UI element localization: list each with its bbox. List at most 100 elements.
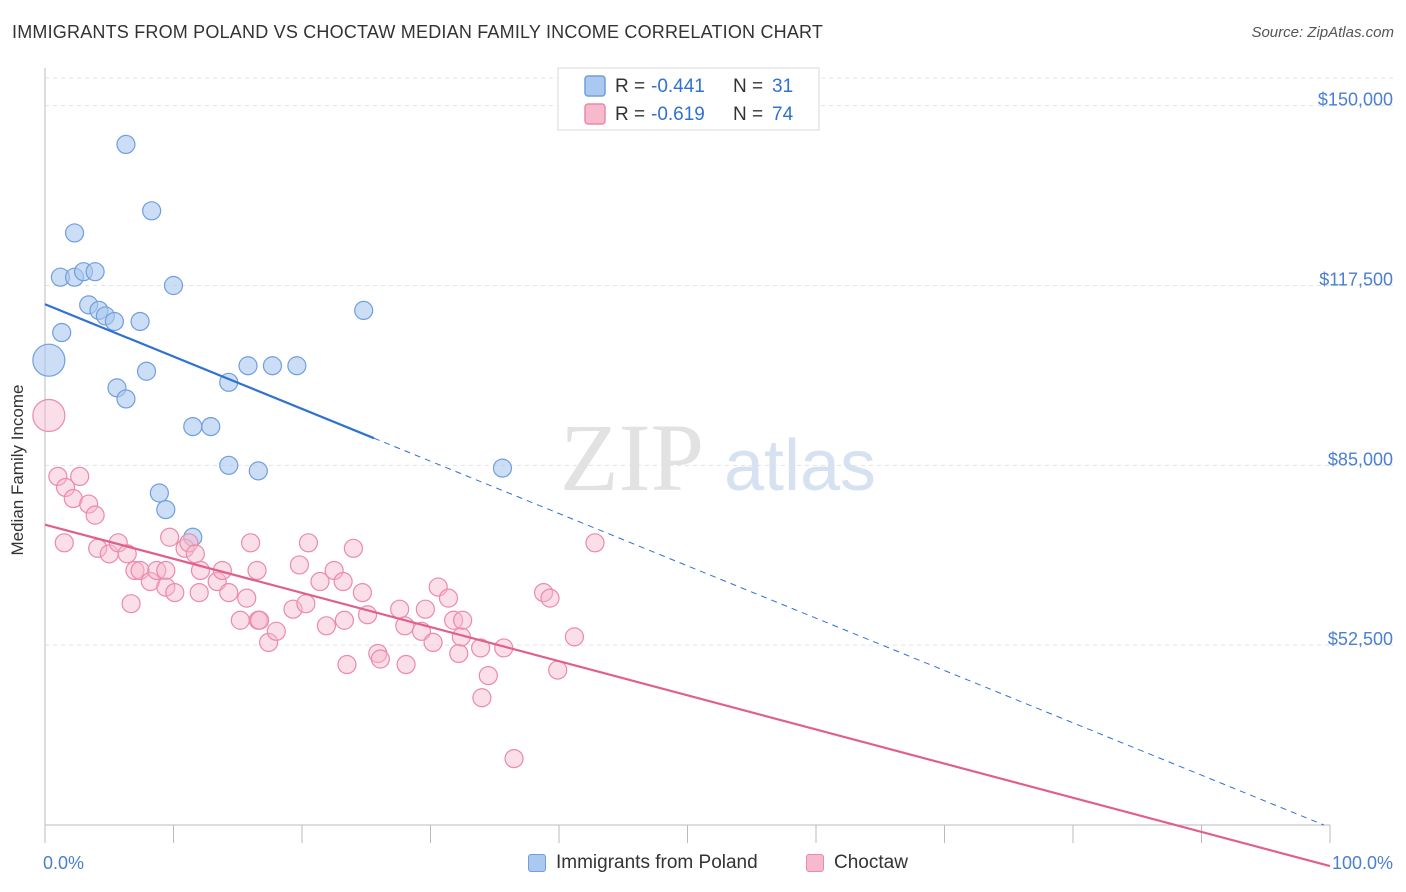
bottom-legend: Immigrants from Poland Choctaw <box>0 852 1406 878</box>
legend-item-choctaw: Choctaw <box>806 852 908 874</box>
poland-point <box>116 389 136 409</box>
choctaw-point <box>190 560 211 581</box>
choctaw-trend-line <box>44 523 1331 868</box>
choctaw-point <box>48 466 68 486</box>
choctaw-point <box>85 505 105 525</box>
legend-r-value-2: -0.619 <box>651 104 705 125</box>
poland-point <box>183 417 203 437</box>
legend-n-value-2: 74 <box>772 104 794 125</box>
choctaw-point <box>423 632 443 653</box>
choctaw-point <box>266 621 286 641</box>
legend-label-poland: Immigrants from Poland <box>556 852 758 873</box>
trend-lines <box>44 303 1331 868</box>
choctaw-point <box>230 610 250 630</box>
choctaw-point <box>241 533 261 553</box>
data-points <box>32 134 605 769</box>
legend-n-label-2: N = <box>733 104 763 125</box>
poland-point <box>262 356 283 376</box>
choctaw-point <box>189 582 209 603</box>
choctaw-point <box>343 538 363 558</box>
choctaw-point <box>334 610 355 630</box>
choctaw-point <box>564 627 585 647</box>
legend-r-label-2: R = <box>615 104 645 125</box>
choctaw-point <box>160 527 180 547</box>
y-tick-label: $85,000 <box>1328 449 1393 469</box>
choctaw-point <box>396 654 416 675</box>
choctaw-point <box>504 748 524 769</box>
legend-item-poland: Immigrants from Poland <box>528 852 758 874</box>
choctaw-point <box>478 665 498 686</box>
poland-trend-extension <box>373 437 1325 826</box>
choctaw-point <box>289 555 310 575</box>
choctaw-point <box>70 466 90 486</box>
y-tick-label: $117,500 <box>1319 270 1393 290</box>
poland-point <box>287 356 307 376</box>
choctaw-point <box>207 571 227 592</box>
choctaw-point <box>117 544 137 564</box>
legend-swatch-choctaw <box>584 103 606 125</box>
legend-label-choctaw: Choctaw <box>834 852 908 873</box>
poland-point <box>492 458 513 478</box>
choctaw-point <box>121 594 141 614</box>
chart-title: IMMIGRANTS FROM POLAND VS CHOCTAW MEDIAN… <box>12 22 824 42</box>
choctaw-point <box>472 688 492 708</box>
poland-point <box>163 275 184 296</box>
y-tick-label: $150,000 <box>1318 90 1393 110</box>
poland-point <box>64 223 85 243</box>
choctaw-point <box>125 560 145 581</box>
poland-point <box>85 262 105 282</box>
legend-n-value-1: 31 <box>772 76 793 97</box>
poland-point <box>52 322 72 343</box>
watermark-atlas: atlas <box>724 426 876 506</box>
choctaw-point <box>540 588 560 608</box>
choctaw-point <box>415 599 435 619</box>
choctaw-point <box>55 477 76 498</box>
choctaw-point <box>179 533 199 553</box>
legend-swatch-poland <box>584 75 606 97</box>
poland-point <box>156 500 176 520</box>
choctaw-point <box>352 582 372 603</box>
poland-point <box>248 461 268 481</box>
choctaw-point <box>156 560 176 581</box>
choctaw-point <box>298 533 319 553</box>
x-tick-label-min: 0.0% <box>43 853 84 873</box>
poland-point <box>136 361 157 381</box>
choctaw-point <box>32 398 66 433</box>
legend-box: R = -0.441 N = 31 R = -0.619 N = 74 <box>557 67 820 131</box>
poland-point <box>130 311 150 332</box>
choctaw-point <box>296 594 316 614</box>
poland-point <box>219 455 239 475</box>
choctaw-point <box>237 588 257 608</box>
choctaw-point <box>316 616 337 636</box>
choctaw-point <box>165 582 185 603</box>
choctaw-point <box>54 533 74 553</box>
poland-point <box>104 311 124 332</box>
poland-point <box>201 417 221 437</box>
choctaw-point <box>471 638 491 658</box>
tick-labels: $52,500 $85,000 $117,500 $150,000 0.0% 100.0% <box>43 90 1393 873</box>
choctaw-point <box>156 577 176 597</box>
choctaw-point <box>247 560 267 581</box>
legend-r-value-1: -0.441 <box>651 76 705 97</box>
poland-point <box>149 483 169 503</box>
choctaw-point <box>390 599 410 619</box>
choctaw-point <box>79 494 99 514</box>
choctaw-point <box>337 654 357 675</box>
legend-swatch-poland-bottom <box>528 854 546 872</box>
choctaw-point <box>585 533 605 553</box>
poland-point <box>238 356 258 376</box>
legend-swatch-choctaw-bottom <box>806 854 824 872</box>
poland-trend-line <box>44 303 375 440</box>
legend-n-label-1: N = <box>733 76 763 97</box>
choctaw-point <box>258 632 279 653</box>
poland-point <box>116 134 136 154</box>
poland-point <box>354 300 374 320</box>
choctaw-point <box>185 544 205 564</box>
choctaw-point <box>310 571 330 592</box>
choctaw-point <box>370 649 390 669</box>
axes <box>44 68 1331 843</box>
choctaw-point <box>333 571 353 592</box>
choctaw-point <box>219 582 239 603</box>
poland-point <box>32 343 66 377</box>
poland-point <box>142 201 162 221</box>
